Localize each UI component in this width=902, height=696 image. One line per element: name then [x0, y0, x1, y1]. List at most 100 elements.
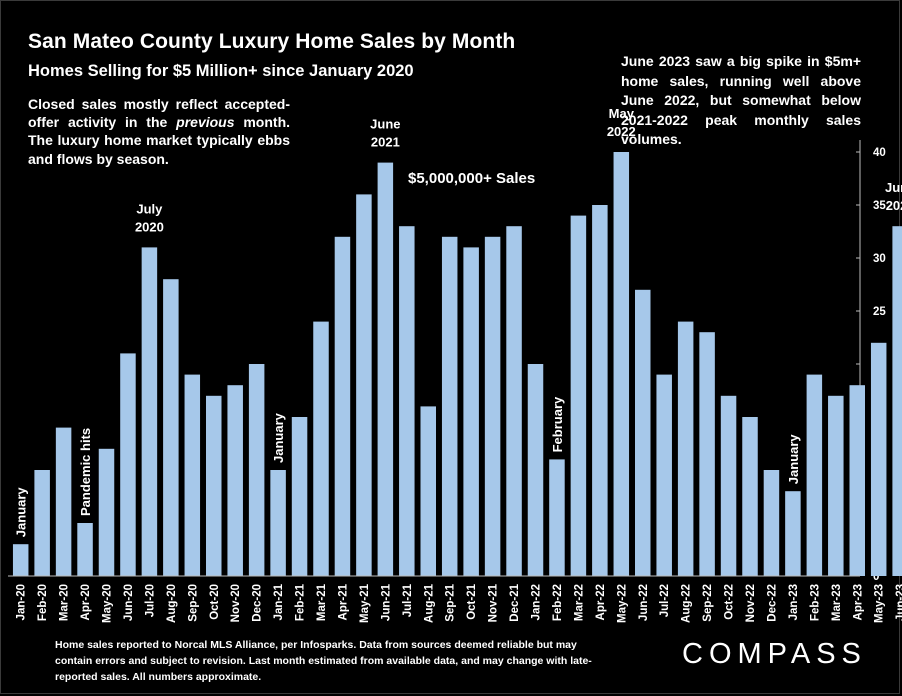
x-tick-label: Sep-22 [702, 584, 714, 622]
x-tick-label: Mar-21 [316, 583, 328, 621]
chart-subtitle: Homes Selling for $5 Million+ since Janu… [28, 62, 414, 80]
y-tick-label: 0 [873, 571, 879, 583]
bar [742, 417, 758, 576]
bar [120, 353, 136, 576]
x-tick-label: Jun-21 [380, 583, 392, 621]
note-june-2023: June 2023 saw a big spike in $5m+ home s… [621, 53, 861, 148]
x-tick-label: Oct-21 [466, 583, 478, 619]
y-tick-label: 35 [873, 200, 886, 212]
bar [699, 332, 715, 576]
x-tick-label: Jan-23 [788, 584, 800, 620]
x-tick-label: May-22 [616, 584, 628, 623]
x-tick-label: Jul-21 [402, 583, 414, 617]
bar [720, 395, 737, 576]
bar [313, 321, 329, 576]
x-tick-label: Jan-20 [16, 584, 28, 620]
y-tick-label: 40 [873, 147, 886, 159]
bar [635, 289, 651, 576]
x-tick-label: Mar-23 [831, 584, 843, 621]
bar [206, 395, 222, 576]
bar [12, 544, 29, 576]
bar-annotation: January [271, 412, 286, 463]
x-tick-label: Nov-21 [488, 583, 500, 622]
x-tick-label: May-23 [874, 584, 886, 623]
x-tick-label: Dec-20 [252, 584, 264, 622]
bar [377, 162, 394, 576]
chart-title: San Mateo County Luxury Home Sales by Mo… [28, 30, 516, 53]
x-tick-label: Aug-22 [681, 584, 693, 623]
bar [892, 226, 902, 576]
bar [870, 342, 887, 576]
y-tick-label: 25 [873, 306, 886, 318]
bar-annotation-line2: 2023 [886, 198, 902, 213]
bar [549, 459, 565, 576]
bar-annotation: January [14, 487, 29, 538]
x-tick-label: Mar-20 [59, 584, 71, 621]
footer-disclaimer: Home sales reported to Norcal MLS Allian… [55, 639, 592, 683]
note-seasonality: Closed sales mostly reflect accepted-off… [28, 95, 290, 168]
bar [270, 470, 286, 576]
x-tick-label: Feb-23 [809, 584, 821, 621]
x-tick-label: May-21 [359, 583, 371, 623]
compass-logo: COMPASS [682, 638, 867, 670]
x-tick-label: Mar-22 [573, 584, 585, 621]
bar [785, 491, 801, 576]
x-tick-label: Feb-22 [552, 584, 564, 621]
bar [806, 374, 823, 576]
bar [828, 395, 844, 576]
note-left-a: Closed sales mostly reflect accepted-off… [28, 96, 290, 131]
x-tick-label: Jan-22 [531, 584, 543, 620]
bar-annotation-line1: May [609, 106, 635, 121]
bar-annotation: February [550, 396, 565, 452]
x-tick-label: Sep-20 [187, 584, 199, 622]
bar [34, 470, 50, 576]
bar [163, 279, 179, 576]
x-tick-label: Apr-22 [595, 584, 607, 620]
bar [248, 364, 265, 576]
bar [98, 448, 115, 576]
bar [677, 321, 694, 576]
note-left-em: previous [176, 114, 235, 131]
bar-annotation: Pandemic hits [78, 428, 93, 516]
bar [420, 406, 436, 576]
bar [291, 417, 308, 576]
bar-series [12, 152, 902, 577]
x-tick-label: Dec-22 [766, 584, 778, 622]
x-tick-label: Jan-21 [273, 583, 285, 620]
bar [55, 427, 72, 576]
x-tick-label: Aug-21 [423, 583, 435, 623]
x-tick-label: Jun-23 [895, 584, 902, 621]
series-label: $5,000,000+ Sales [408, 170, 536, 187]
x-tick-label: Apr-21 [337, 583, 349, 620]
y-tick-label: 30 [873, 253, 886, 265]
bar-annotation-line2: 2020 [135, 219, 164, 234]
x-axis: Jan-20 Feb-20 Mar-20 Apr-20 May-20 Jun-20 Jul-… [8, 575, 902, 623]
bar [656, 374, 672, 576]
bar [184, 374, 201, 576]
x-tick-label: Aug-20 [166, 584, 178, 623]
x-tick-label: Oct-22 [724, 584, 736, 620]
bar [527, 364, 544, 576]
x-tick-label: Sep-21 [445, 583, 457, 621]
x-tick-label: Feb-21 [295, 583, 307, 621]
bar [334, 236, 351, 577]
bar-annotation-line2: 2021 [371, 135, 400, 150]
x-tick-label: Apr-23 [852, 584, 864, 620]
bar [356, 194, 372, 576]
bar-annotation-line1: June [885, 180, 902, 195]
bar [592, 205, 608, 576]
note-left-b: month. The luxury home market typically … [28, 114, 291, 167]
x-tick-label: Jun-22 [638, 584, 650, 621]
bar [849, 385, 865, 576]
bar [399, 226, 415, 576]
bar [484, 236, 501, 577]
bar [463, 247, 479, 576]
x-tick-label: Nov-20 [230, 584, 242, 622]
bar [506, 226, 522, 576]
bar [570, 215, 587, 576]
x-tick-label: Nov-22 [745, 584, 757, 622]
x-tick-label: May-20 [102, 584, 114, 623]
bar [441, 236, 458, 577]
bar [77, 523, 93, 576]
